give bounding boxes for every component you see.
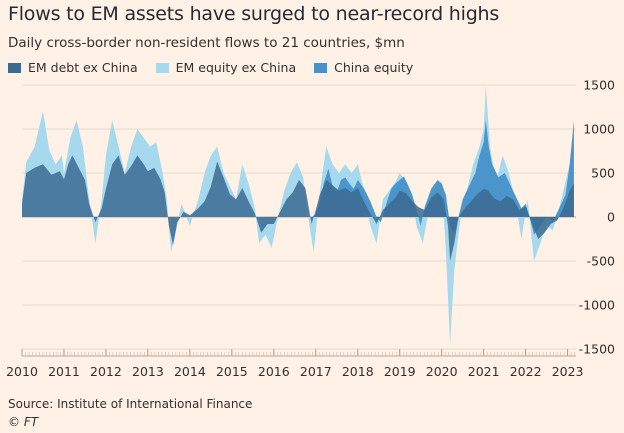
y-tick-label: 1500 [583, 78, 615, 93]
y-tick-label: -1000 [579, 298, 615, 313]
x-tick-label: 2012 [90, 364, 122, 379]
x-tick-label: 2021 [468, 364, 500, 379]
legend-item-china-equity: China equity [314, 60, 413, 75]
chart-title: Flows to EM assets have surged to near-r… [8, 3, 500, 25]
legend-label-em-equity: EM equity ex China [175, 60, 297, 75]
legend-label-china-equity: China equity [334, 60, 414, 75]
x-tick-label: 2022 [510, 364, 542, 379]
legend-swatch-china-equity [314, 62, 328, 73]
x-tick-label: 2019 [384, 364, 416, 379]
legend-label-em-debt: EM debt ex China [28, 60, 138, 75]
x-tick-label: 2018 [342, 364, 374, 379]
x-tick-label: 2016 [258, 364, 290, 379]
x-tick-label: 2010 [6, 364, 38, 379]
x-tick-label: 2017 [300, 364, 332, 379]
y-tick-label: -1500 [579, 342, 615, 357]
x-tick-label: 2014 [174, 364, 206, 379]
x-axis-minor-ticks [21, 352, 575, 356]
ft-credit: © FT [8, 415, 39, 429]
x-tick-label: 2023 [552, 364, 584, 379]
legend-item-em-debt: EM debt ex China [8, 60, 138, 75]
x-tick-label: 2020 [426, 364, 458, 379]
x-tick-label: 2011 [48, 364, 80, 379]
y-tick-label: 0 [607, 210, 615, 225]
chart-plot: 1500 1000 500 0 -500 -1000 -1500 2010 2011 2012 20… [6, 78, 615, 380]
x-tick-label: 2013 [132, 364, 164, 379]
area-em-debt-ex-china [22, 155, 574, 261]
chart-legend: EM debt ex China EM equity ex China Chin… [8, 60, 431, 75]
legend-swatch-em-debt [8, 62, 21, 73]
x-tick-label: 2015 [216, 364, 248, 379]
chart-subtitle: Daily cross-border non-resident flows to… [8, 35, 405, 51]
source-note: Source: Institute of International Finan… [8, 397, 253, 411]
y-tick-label: 1000 [583, 122, 615, 137]
y-tick-label: -500 [587, 254, 615, 269]
legend-item-em-equity: EM equity ex China [155, 60, 297, 75]
legend-swatch-em-equity [155, 62, 169, 73]
y-tick-label: 500 [591, 166, 615, 181]
